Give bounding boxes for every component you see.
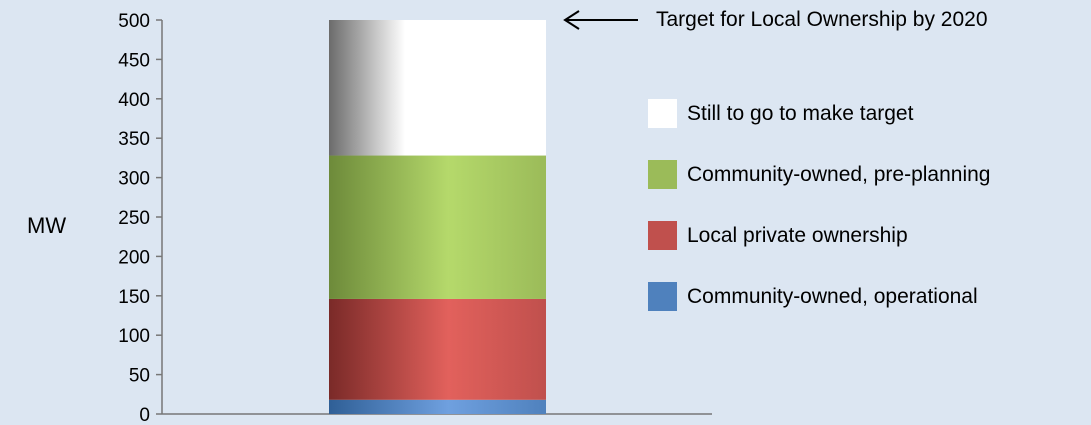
bar-segment-operational <box>329 399 546 414</box>
legend-item-still-to-go: Still to go to make target <box>648 98 991 129</box>
y-tick-label: 500 <box>118 11 150 32</box>
bar-segments <box>329 20 546 414</box>
bar-segment-local-private <box>329 298 546 400</box>
y-tick-label: 200 <box>118 247 150 268</box>
legend-label-local-private: Local private ownership <box>687 223 908 247</box>
target-annotation-label: Target for Local Ownership by 2020 <box>656 8 988 31</box>
arrow-left-icon <box>563 10 638 30</box>
legend-label-pre-planning: Community-owned, pre-planning <box>687 162 991 186</box>
y-axis-label: MW <box>27 213 66 238</box>
legend: Still to go to make target Community-own… <box>648 98 991 342</box>
bar-segment-still-to-go <box>329 20 546 156</box>
legend-item-local-private: Local private ownership <box>648 220 991 251</box>
y-axis-ticks: 0 50 100 150 200 250 300 350 400 450 500 <box>118 11 162 425</box>
target-annotation: Target for Local Ownership by 2020 <box>562 8 988 32</box>
y-tick-label: 400 <box>118 90 150 111</box>
legend-swatch-still-to-go <box>648 99 677 128</box>
y-tick-label: 250 <box>118 208 150 229</box>
legend-item-operational: Community-owned, operational <box>648 281 991 312</box>
y-tick-label: 150 <box>118 287 150 308</box>
legend-item-pre-planning: Community-owned, pre-planning <box>648 159 991 190</box>
legend-swatch-operational <box>648 282 677 311</box>
y-tick-label: 350 <box>118 129 150 150</box>
bar-segment-pre-planning <box>329 155 546 299</box>
y-tick-label: 450 <box>118 50 150 71</box>
legend-swatch-pre-planning <box>648 160 677 189</box>
legend-swatch-local-private <box>648 221 677 250</box>
y-tick-label: 300 <box>118 169 150 190</box>
y-tick-label: 50 <box>129 366 150 387</box>
y-tick-label: 100 <box>118 326 150 347</box>
y-tick-label: 0 <box>139 405 150 425</box>
legend-label-still-to-go: Still to go to make target <box>687 101 914 125</box>
legend-label-operational: Community-owned, operational <box>687 284 978 308</box>
